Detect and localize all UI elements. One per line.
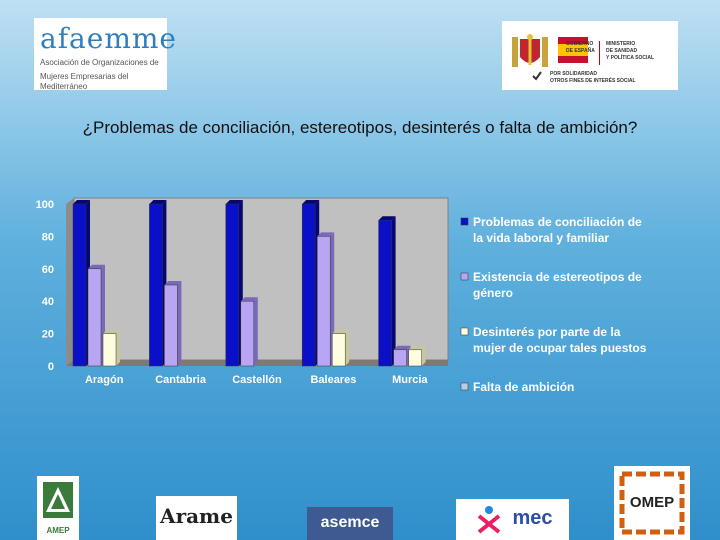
afaemme-subtitle-1: Asociación de Organizaciones de xyxy=(40,58,159,67)
legend-label: Problemas de conciliación de xyxy=(473,215,642,229)
x-tick-label: Baleares xyxy=(310,374,356,386)
ministerio-line-1: MINISTERIO xyxy=(606,41,636,47)
bar-side xyxy=(391,216,396,366)
afaemme-brand: afaemme xyxy=(40,22,177,55)
bar xyxy=(301,203,316,367)
bar xyxy=(378,219,392,367)
bar-top xyxy=(408,345,426,350)
bar-chart: 0 20 40 60 80 100 Aragón Cantabria Castellón Bale… xyxy=(36,197,647,394)
bar xyxy=(408,349,422,367)
bar xyxy=(316,236,331,367)
bar xyxy=(225,203,240,367)
ministerio-logo: GOBIERNO DE ESPAÑA MINISTERIO DE SANIDAD… xyxy=(502,21,678,90)
x-solidaria-line-1: POR SOLIDARIDAD xyxy=(550,71,597,77)
bar xyxy=(72,203,87,367)
x-tick-label: Castellón xyxy=(232,374,282,386)
omep-logo: OMEP xyxy=(614,466,690,540)
omep-frame-icon xyxy=(619,471,685,535)
x-solidaria-line-2: OTROS FINES DE INTERÉS SOCIAL xyxy=(550,78,636,84)
y-tick-label: 60 xyxy=(42,264,54,276)
legend-swatch xyxy=(460,382,469,391)
bar-top xyxy=(317,232,335,237)
bar-top xyxy=(240,297,258,302)
bar-side xyxy=(253,297,258,366)
y-tick-label: 80 xyxy=(42,231,54,243)
legend-label: mujer de ocupar tales puestos xyxy=(473,341,647,355)
checkmark-icon xyxy=(532,71,542,81)
omep-label: OMEP xyxy=(629,494,675,511)
bar-top xyxy=(88,264,105,269)
bar xyxy=(331,333,346,367)
y-tick-label: 100 xyxy=(36,199,54,211)
bar xyxy=(102,333,117,367)
bar-top xyxy=(393,345,411,350)
bar-side xyxy=(116,329,120,366)
bar-top xyxy=(302,200,320,204)
bar xyxy=(87,268,102,367)
divider xyxy=(599,41,600,65)
legend-label: Falta de ambición xyxy=(473,380,574,394)
chart-side-wall xyxy=(66,198,74,366)
legend-label: Desinterés por parte de la xyxy=(473,325,621,339)
amep-label: AMEP xyxy=(46,526,70,535)
page-title: ¿Problemas de conciliación, estereotipos… xyxy=(82,118,638,137)
gobierno-line-1: GOBIERNO xyxy=(566,41,594,47)
y-tick-label: 20 xyxy=(42,329,54,341)
bar-top xyxy=(164,281,182,285)
amep-logo: AMEP xyxy=(37,476,79,540)
legend-label: género xyxy=(473,286,513,300)
bar-top xyxy=(332,329,350,334)
spain-flag-icon xyxy=(558,37,588,63)
bar-top xyxy=(73,200,90,204)
y-tick-label: 40 xyxy=(42,296,54,308)
bar xyxy=(240,300,255,367)
gobierno-line-2: DE ESPAÑA xyxy=(566,48,595,54)
ministerio-line-3: Y POLÍTICA SOCIAL xyxy=(606,55,655,61)
asemce-label: asemce xyxy=(320,514,380,531)
bar xyxy=(393,349,407,367)
legend-label: Existencia de estereotipos de xyxy=(473,270,642,284)
bar-top xyxy=(149,200,167,204)
mec-logo: mec xyxy=(456,499,569,540)
mec-label: mec xyxy=(512,507,553,529)
triangle-icon xyxy=(43,482,73,518)
bar-side xyxy=(345,329,350,366)
ministerio-line-2: DE SANIDAD xyxy=(606,48,638,54)
y-tick-label: 0 xyxy=(48,361,54,373)
arame-logo: Arame xyxy=(156,496,237,540)
bar-top xyxy=(103,329,120,334)
bar-top xyxy=(225,200,243,204)
legend-swatch xyxy=(460,217,469,226)
afaemme-logo: afaemme Asociación de Organizaciones de … xyxy=(34,18,177,91)
x-tick-label: Aragón xyxy=(85,374,124,386)
coat-of-arms-icon xyxy=(512,34,548,67)
bar-side xyxy=(421,345,426,366)
x-tick-label: Cantabria xyxy=(155,374,207,386)
bar xyxy=(149,203,163,367)
legend-label: la vida laboral y familiar xyxy=(473,231,609,245)
afaemme-subtitle-2: Mujeres Empresarias del Mediterráneo xyxy=(40,72,129,91)
arame-label: Arame xyxy=(160,504,233,528)
legend-swatch xyxy=(460,272,469,281)
bar xyxy=(164,284,178,367)
legend-swatch xyxy=(460,327,469,336)
x-tick-label: Murcia xyxy=(392,374,428,386)
bar-top xyxy=(378,216,396,221)
person-icon xyxy=(477,506,501,534)
asemce-logo: asemce xyxy=(307,507,393,540)
bar-side xyxy=(177,281,182,366)
